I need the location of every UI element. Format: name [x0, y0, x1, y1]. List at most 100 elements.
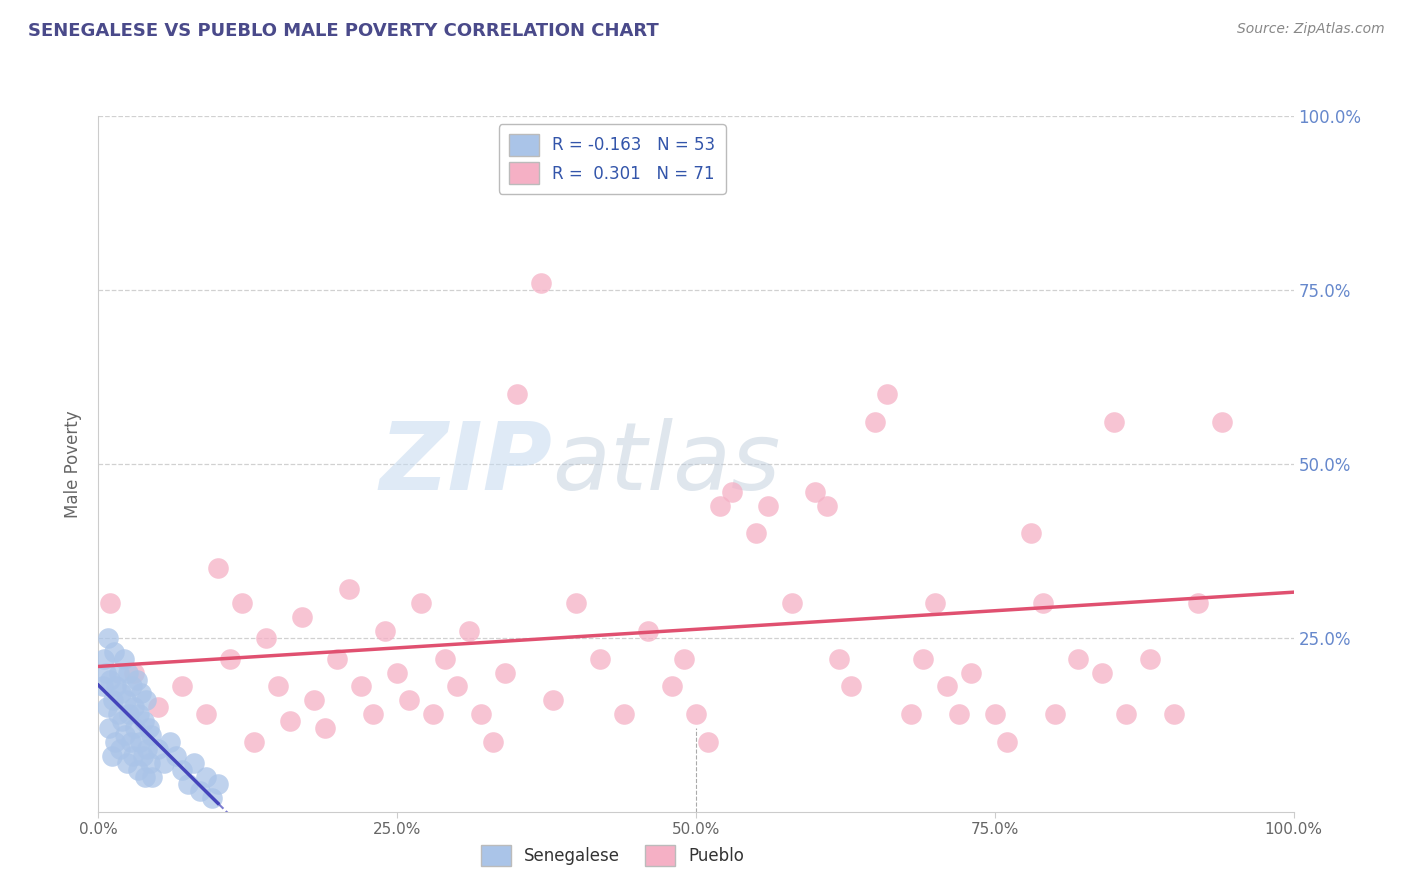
Point — [165, 749, 187, 764]
Point — [1187, 596, 1209, 610]
Point — [122, 749, 145, 764]
Point — [780, 596, 803, 610]
Point — [494, 665, 516, 680]
Point — [120, 735, 142, 749]
Point — [111, 714, 134, 729]
Point — [315, 721, 337, 735]
Point — [153, 756, 176, 770]
Point — [984, 707, 1007, 722]
Point — [613, 707, 636, 722]
Point — [506, 387, 529, 401]
Point — [1102, 415, 1125, 429]
Point — [96, 700, 118, 714]
Point — [422, 707, 444, 722]
Point — [948, 707, 970, 722]
Point — [685, 707, 707, 722]
Point — [129, 735, 152, 749]
Point — [995, 735, 1018, 749]
Point — [131, 749, 153, 764]
Point — [207, 561, 229, 575]
Point — [188, 784, 211, 798]
Point — [148, 700, 170, 714]
Point — [363, 707, 385, 722]
Point — [128, 707, 150, 722]
Point — [136, 742, 159, 756]
Point — [1139, 651, 1161, 665]
Point — [114, 728, 136, 742]
Point — [709, 499, 731, 513]
Point — [131, 686, 153, 700]
Point — [863, 415, 887, 429]
Point — [159, 735, 181, 749]
Point — [108, 742, 131, 756]
Point — [278, 714, 301, 729]
Point — [118, 707, 141, 722]
Point — [148, 742, 170, 756]
Point — [117, 665, 139, 680]
Point — [138, 721, 160, 735]
Point — [804, 484, 827, 499]
Legend: Senegalese, Pueblo: Senegalese, Pueblo — [474, 838, 751, 873]
Point — [673, 651, 696, 665]
Point — [1067, 651, 1090, 665]
Point — [134, 770, 156, 784]
Point — [125, 673, 148, 687]
Point — [107, 707, 129, 722]
Point — [326, 651, 349, 665]
Point — [139, 756, 162, 770]
Point — [1115, 707, 1137, 722]
Point — [433, 651, 456, 665]
Point — [541, 693, 564, 707]
Point — [458, 624, 481, 638]
Point — [194, 707, 218, 722]
Point — [815, 499, 838, 513]
Point — [1019, 526, 1042, 541]
Point — [98, 673, 122, 687]
Point — [876, 387, 898, 401]
Point — [91, 680, 114, 694]
Point — [470, 707, 492, 722]
Point — [172, 763, 194, 777]
Point — [900, 707, 922, 722]
Point — [481, 735, 505, 749]
Point — [697, 735, 720, 749]
Point — [1032, 596, 1054, 610]
Point — [924, 596, 946, 610]
Point — [302, 693, 325, 707]
Point — [94, 665, 117, 680]
Y-axis label: Male Poverty: Male Poverty — [65, 410, 83, 517]
Point — [93, 651, 115, 665]
Point — [745, 526, 768, 541]
Point — [291, 610, 314, 624]
Point — [350, 680, 373, 694]
Point — [231, 596, 253, 610]
Point — [124, 700, 146, 714]
Point — [115, 693, 138, 707]
Point — [374, 624, 396, 638]
Point — [243, 735, 266, 749]
Point — [97, 631, 120, 645]
Point — [172, 680, 194, 694]
Point — [411, 596, 433, 610]
Point — [1211, 415, 1233, 429]
Point — [446, 680, 468, 694]
Point — [112, 651, 135, 665]
Point — [219, 651, 242, 665]
Point — [1043, 707, 1066, 722]
Point — [721, 484, 744, 499]
Point — [104, 735, 127, 749]
Point — [124, 665, 146, 680]
Point — [135, 693, 157, 707]
Point — [177, 777, 200, 791]
Point — [911, 651, 934, 665]
Point — [183, 756, 205, 770]
Point — [1163, 707, 1185, 722]
Point — [661, 680, 683, 694]
Point — [139, 728, 162, 742]
Point — [529, 276, 551, 290]
Point — [101, 693, 124, 707]
Point — [959, 665, 981, 680]
Text: SENEGALESE VS PUEBLO MALE POVERTY CORRELATION CHART: SENEGALESE VS PUEBLO MALE POVERTY CORREL… — [28, 22, 659, 40]
Point — [589, 651, 612, 665]
Point — [841, 680, 863, 694]
